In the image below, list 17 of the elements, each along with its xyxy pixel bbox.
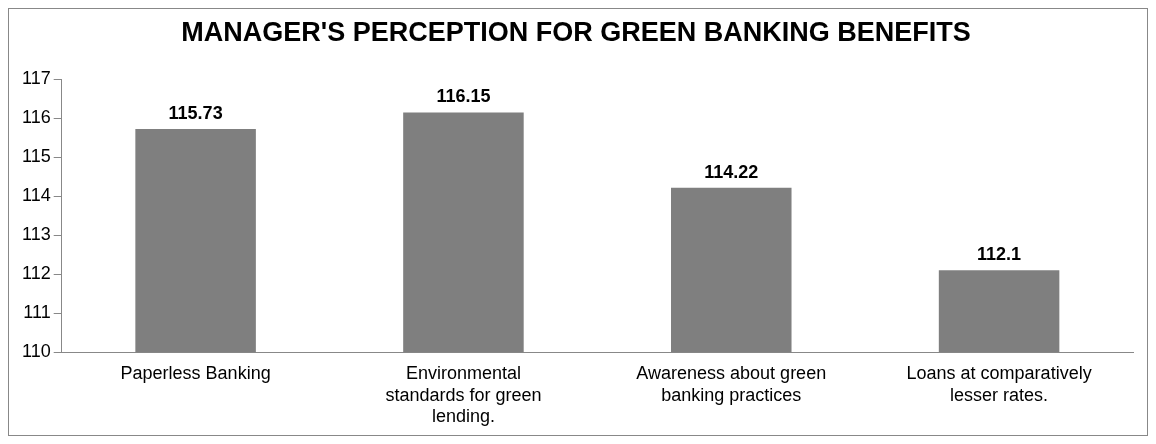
y-tick-label: 116 — [21, 107, 51, 128]
y-tick-label: 111 — [23, 302, 51, 323]
y-tick-label: 115 — [21, 146, 51, 167]
y-tick-label: 113 — [21, 224, 51, 245]
y-tick-label: 117 — [21, 68, 51, 89]
x-tick-label: Loans at comparatively lesser rates. — [906, 362, 1092, 405]
y-tick-label: 114 — [21, 185, 51, 206]
data-label: 116.15 — [436, 86, 491, 107]
chart-title: MANAGER'S PERCEPTION FOR GREEN BANKING BENEFITS — [181, 16, 971, 47]
data-label: 112.1 — [977, 244, 1022, 265]
data-label: 115.73 — [168, 102, 223, 123]
y-tick-label: 110 — [21, 341, 51, 362]
y-tick-label: 112 — [21, 263, 51, 284]
data-label: 114.22 — [704, 161, 759, 182]
x-tick-label: Environmental standards for green lending. — [385, 362, 542, 427]
x-tick-label: Paperless Banking — [120, 362, 271, 383]
x-tick-label: Awareness about green banking practices — [636, 362, 827, 405]
